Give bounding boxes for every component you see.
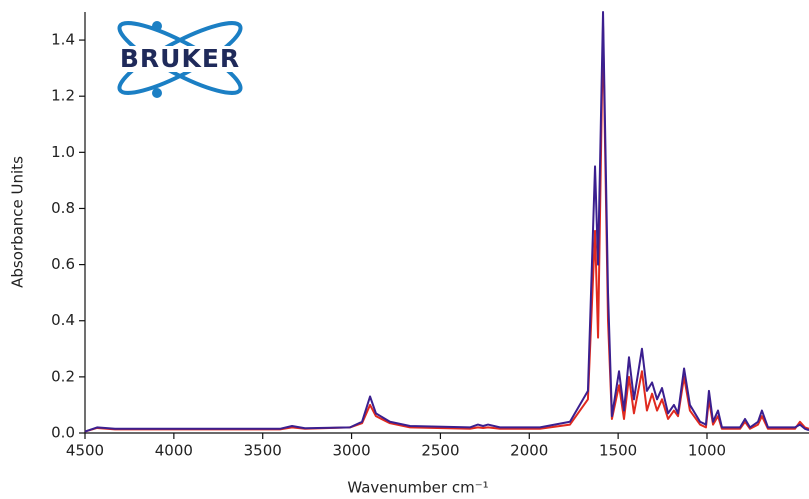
x-tick-label: 2000 [510,442,548,460]
logo-dot [152,21,162,31]
y-tick-label: 1.2 [51,87,75,105]
logo-text: BRUKER [120,44,240,73]
logo-ring [117,21,243,95]
x-tick-label: 3000 [332,442,370,460]
y-tick-label: 1.0 [51,143,75,161]
x-tick-label: 4500 [66,442,104,460]
logo-band [104,46,256,72]
y-tick-label: 0.0 [51,424,75,442]
spectrum-line [84,11,809,433]
x-tick-label: 1000 [688,442,726,460]
y-tick-label: 0.6 [51,255,75,273]
x-tick-label: 1500 [599,442,637,460]
x-axis-label: Wavenumber cm⁻¹ [347,479,488,497]
x-tick-label: 2500 [421,442,459,460]
logo-ring [117,21,243,95]
y-tick-label: 0.8 [51,199,75,217]
y-tick-label: 1.4 [51,31,75,49]
x-tick-label: 4000 [155,442,193,460]
logo-dot [152,88,162,98]
spectrum-line [84,25,809,433]
logo: BRUKER [104,21,256,98]
y-tick-label: 0.4 [51,311,75,329]
y-tick-label: 0.2 [51,367,75,385]
y-axis-label: Absorbance Units [9,156,27,288]
x-tick-label: 3500 [244,442,282,460]
